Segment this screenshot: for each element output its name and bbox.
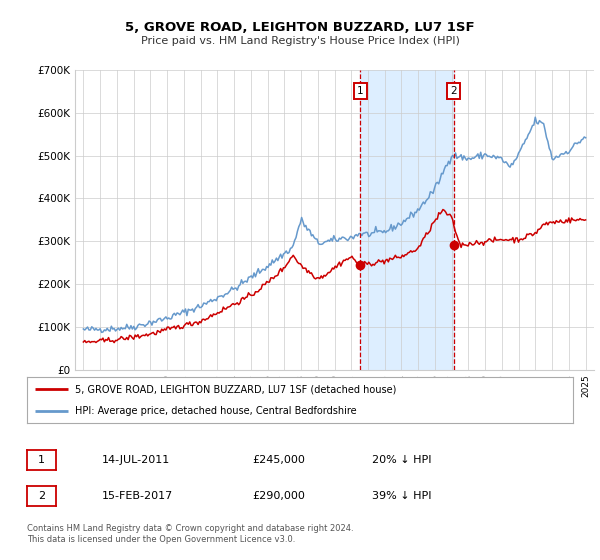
Text: Price paid vs. HM Land Registry's House Price Index (HPI): Price paid vs. HM Land Registry's House … [140,36,460,46]
Text: 20% ↓ HPI: 20% ↓ HPI [372,455,431,465]
Text: 2: 2 [451,86,457,96]
Text: 15-FEB-2017: 15-FEB-2017 [102,491,173,501]
Text: Contains HM Land Registry data © Crown copyright and database right 2024.: Contains HM Land Registry data © Crown c… [27,524,353,533]
Text: 5, GROVE ROAD, LEIGHTON BUZZARD, LU7 1SF (detached house): 5, GROVE ROAD, LEIGHTON BUZZARD, LU7 1SF… [75,384,397,394]
Text: 5, GROVE ROAD, LEIGHTON BUZZARD, LU7 1SF: 5, GROVE ROAD, LEIGHTON BUZZARD, LU7 1SF [125,21,475,34]
Text: 14-JUL-2011: 14-JUL-2011 [102,455,170,465]
Bar [360,70,454,370]
Text: HPI: Average price, detached house, Central Bedfordshire: HPI: Average price, detached house, Cent… [75,407,356,416]
Text: 39% ↓ HPI: 39% ↓ HPI [372,491,431,501]
Text: 1: 1 [357,86,364,96]
Text: 1: 1 [38,455,45,465]
Text: 2: 2 [38,491,45,501]
Text: This data is licensed under the Open Government Licence v3.0.: This data is licensed under the Open Gov… [27,535,295,544]
Text: £245,000: £245,000 [252,455,305,465]
Text: £290,000: £290,000 [252,491,305,501]
